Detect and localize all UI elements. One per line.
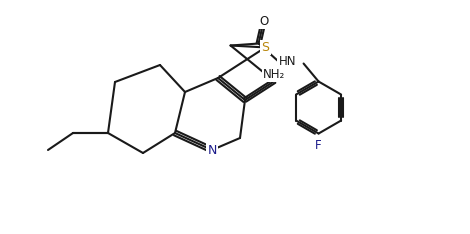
Text: N: N xyxy=(207,143,217,157)
Text: HN: HN xyxy=(279,55,296,68)
Text: S: S xyxy=(261,41,269,54)
Text: F: F xyxy=(315,139,322,152)
Text: NH₂: NH₂ xyxy=(263,68,285,81)
Text: O: O xyxy=(259,15,268,28)
